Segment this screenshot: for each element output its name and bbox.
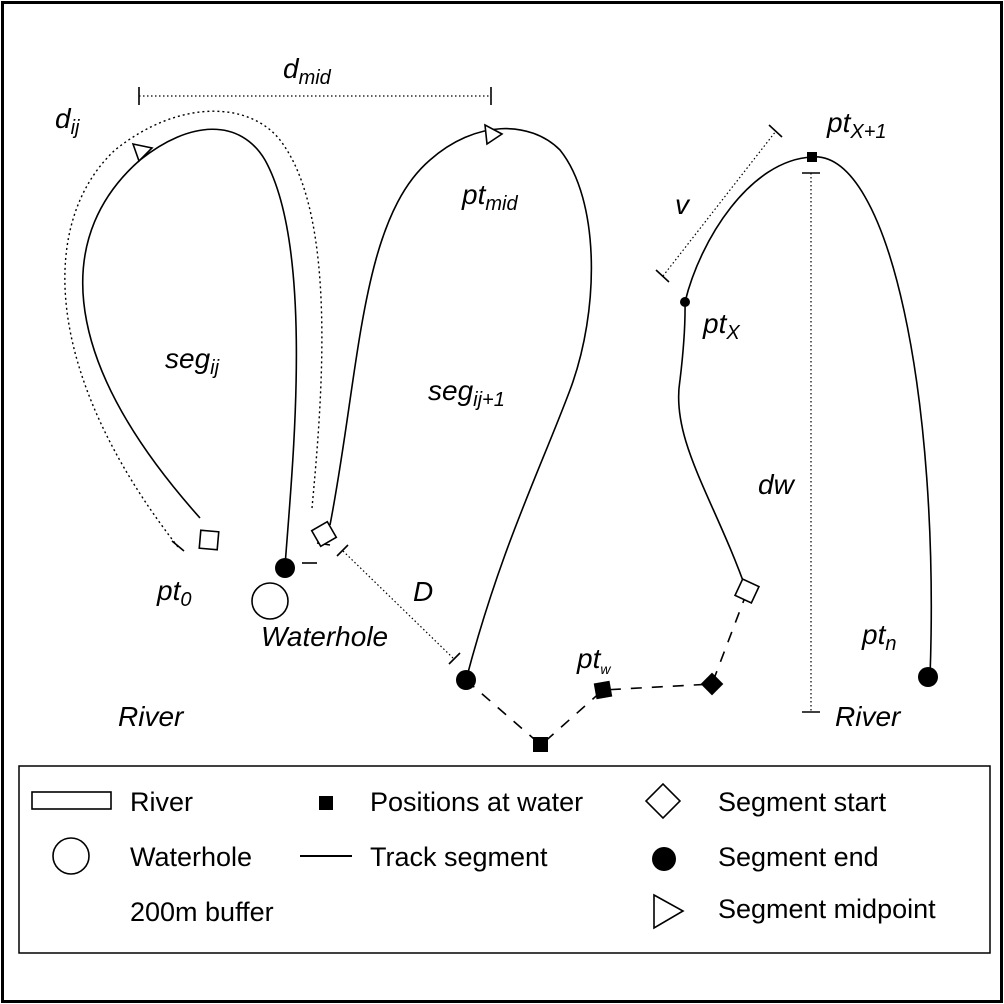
label-pt0: pt0 [156, 575, 191, 611]
label-D: D [413, 576, 433, 607]
legend-buffer-label: 200m buffer [130, 897, 274, 927]
legend-segment-end-icon [652, 847, 676, 871]
legend-river-icon [31, 791, 112, 810]
legend-segment-start-icon [644, 782, 682, 820]
track-segment-ij [81, 128, 298, 567]
track-segment-ij1 [329, 127, 593, 681]
water-position-3 [700, 672, 724, 696]
label-ptmid: ptmid [461, 179, 518, 215]
label-river-left: River [118, 701, 185, 732]
legend-track-label: Track segment [370, 842, 548, 872]
midpoint-marker-ij1 [484, 123, 504, 146]
label-dmid: dmid [283, 53, 332, 89]
waterhole-marker [251, 582, 289, 620]
D-tick-top [336, 544, 349, 557]
label-segij: segij [165, 343, 220, 379]
label-ptx: ptX [702, 308, 740, 344]
label-ptn: ptn [861, 619, 896, 655]
label-ptw: ptw [576, 643, 611, 677]
segment-start-right [733, 577, 761, 605]
D-line [342, 550, 455, 660]
legend-midpoint-icon [653, 893, 685, 930]
point-ptx1 [807, 152, 817, 162]
water-track [465, 591, 748, 747]
label-segij1: segij+1 [428, 375, 505, 411]
segment-end-ij [275, 558, 295, 578]
legend-segment-end-label: Segment end [718, 842, 879, 872]
point-ptx [680, 297, 690, 307]
label-waterhole: Waterhole [261, 621, 388, 652]
legend-midpoint-label: Segment midpoint [718, 894, 936, 924]
label-dij: dij [55, 103, 80, 139]
midpoint-marker-ij [131, 142, 154, 163]
v-tick-top [768, 124, 783, 138]
legend-waterhole-label: Waterhole [130, 842, 252, 872]
v-line [662, 130, 777, 277]
v-tick-bottom [655, 269, 670, 283]
legend-positions-label: Positions at water [370, 787, 583, 817]
label-river-right: River [835, 701, 902, 732]
legend-positions-icon [319, 796, 333, 810]
legend-box [18, 765, 991, 954]
water-position-1 [533, 737, 548, 752]
segment-start-ij1 [310, 520, 338, 548]
label-v: v [675, 189, 691, 220]
legend-segment-start-label: Segment start [718, 787, 887, 817]
label-dw: dw [758, 469, 796, 500]
segment-start-ij [198, 529, 220, 551]
D-tick-bottom [448, 652, 461, 665]
water-position-ptw [593, 680, 613, 700]
label-ptx1: ptX+1 [826, 107, 887, 143]
buffer-dij [64, 110, 323, 548]
legend-river-label: River [130, 787, 193, 817]
track-segment-right [677, 156, 933, 678]
legend-waterhole-icon [52, 837, 90, 875]
segment-end-right [918, 667, 938, 687]
pt0-tick [171, 540, 185, 552]
